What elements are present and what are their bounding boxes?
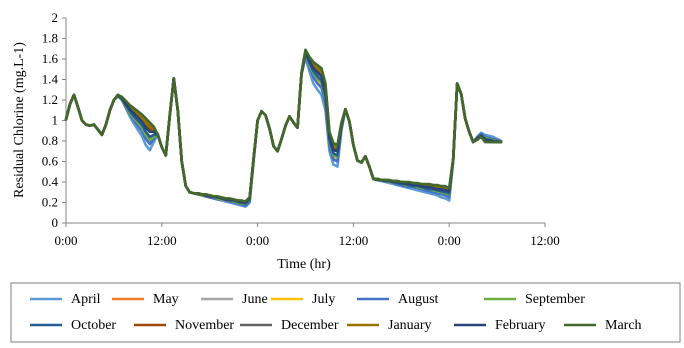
y-tick-label: 1.4: [42, 72, 59, 87]
legend-label-june: June: [242, 292, 268, 307]
y-tick-label: 1.6: [42, 51, 59, 66]
y-tick-label: 1.2: [42, 92, 58, 107]
x-tick-label: 0:00: [54, 233, 77, 248]
legend-label-january: January: [388, 318, 432, 333]
legend-label-march: March: [605, 318, 642, 333]
y-axis-title: Residual Chlorine (mg.L-1): [12, 42, 27, 198]
series-line-december: [64, 49, 503, 203]
y-tick-label: 0.2: [42, 195, 58, 210]
y-tick-label: 0.4: [42, 174, 59, 189]
x-tick-label: 12:00: [530, 233, 560, 248]
legend-label-september: September: [525, 292, 585, 307]
legend-label-february: February: [495, 318, 546, 333]
y-tick-label: 1: [52, 113, 59, 128]
x-tick-labels: 0:00 12:00 0:00 12:00 0:00 12:00: [54, 223, 560, 248]
y-tick-label: 0: [52, 215, 59, 230]
legend-label-august: August: [398, 292, 439, 307]
x-tick-label: 0:00: [438, 233, 461, 248]
x-tick-label: 12:00: [147, 233, 177, 248]
series-line-march: [64, 48, 503, 203]
legend-label-october: October: [71, 318, 116, 333]
legend-label-november: November: [175, 318, 234, 333]
x-axis-title: Time (hr): [277, 257, 331, 272]
series-line-november: [64, 50, 503, 204]
series-line-february: [64, 50, 503, 204]
y-tick-label: 0.6: [42, 154, 59, 169]
y-tick-labels: 0 0.2 0.4 0.6 0.8 1 1.2 1.4 1.6 1.8 2: [42, 10, 66, 230]
series-lines: [64, 48, 503, 208]
legend: April May June July August September October No…: [10, 282, 681, 343]
series-line-may: [64, 50, 503, 204]
legend-label-april: April: [71, 292, 101, 307]
x-tick-label: 0:00: [246, 233, 269, 248]
series-line-january: [64, 49, 503, 204]
legend-label-july: July: [312, 292, 335, 307]
y-tick-label: 0.8: [42, 133, 58, 148]
y-tick-label: 2: [52, 10, 59, 25]
legend-box: [10, 282, 681, 343]
y-tick-label: 1.8: [42, 31, 58, 46]
legend-label-december: December: [281, 318, 339, 333]
legend-label-may: May: [153, 292, 179, 307]
x-tick-label: 12:00: [339, 233, 369, 248]
